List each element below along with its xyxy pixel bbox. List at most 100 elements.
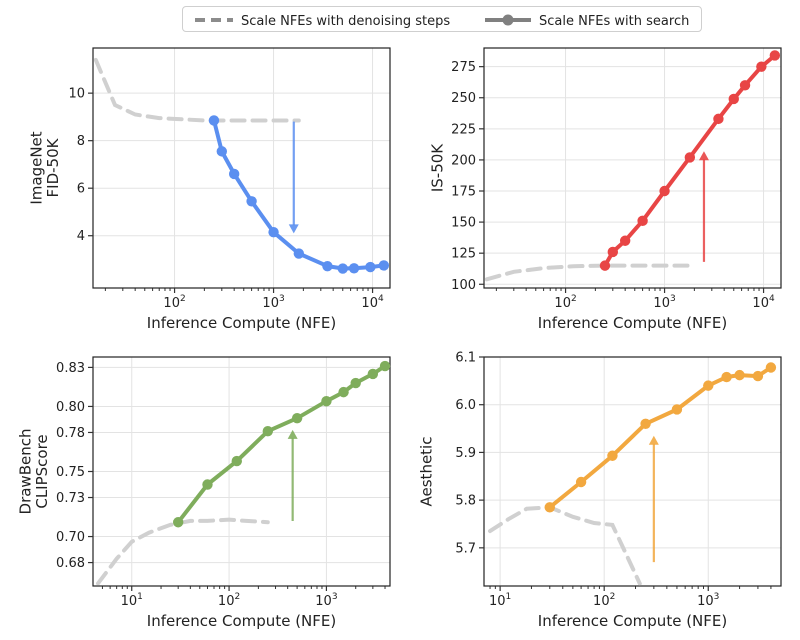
search-data-point — [575, 476, 587, 488]
baseline-series-line — [96, 517, 270, 586]
legend-marker — [502, 14, 514, 26]
search-data-point — [378, 260, 390, 271]
y-tick-label: 5.7 — [455, 541, 476, 556]
y-tick-label: 6.1 — [455, 351, 476, 366]
search-data-point — [208, 115, 220, 126]
baseline-series-line — [93, 57, 301, 123]
x-axis-label: Inference Compute (NFE) — [538, 612, 727, 630]
y-tick-label: 0.83 — [56, 361, 85, 376]
y-tick-label: 5.8 — [455, 494, 476, 509]
y-tick-label: 225 — [451, 122, 476, 137]
y-axis-label: IS-50K — [428, 143, 446, 192]
search-data-point — [228, 168, 240, 180]
search-data-point — [350, 377, 361, 389]
y-axis-label: DrawBenchCLIPScore — [17, 429, 52, 515]
search-data-point — [739, 80, 751, 91]
y-tick-label: 0.80 — [56, 400, 85, 415]
search-data-point — [671, 404, 683, 415]
search-data-point — [268, 226, 279, 238]
search-data-point — [684, 152, 696, 163]
x-tick-label: 102 — [593, 592, 615, 609]
search-data-point — [262, 425, 274, 437]
plot-frame — [483, 47, 782, 289]
panel-imagenet-fid: 102 103 104 4 6 8 10 Inference Compute (NFE) Ima… — [28, 47, 391, 332]
search-data-point — [640, 418, 651, 429]
improvement-arrow-head — [648, 435, 659, 445]
search-data-point — [659, 185, 670, 197]
panel-imagenet-is: 102 103 104 100 125 150 175 200 225 250 275 Inferen… — [428, 47, 782, 332]
y-axis-label: Aesthetic — [417, 437, 435, 507]
legend-label-search: Scale NFEs with search — [539, 14, 689, 29]
x-tick-label: 103 — [315, 592, 337, 609]
search-data-point — [338, 386, 349, 398]
search-data-point — [321, 396, 332, 407]
search-data-point — [202, 479, 213, 490]
search-data-point — [291, 412, 303, 424]
y-tick-label: 8 — [77, 134, 85, 149]
y-tick-label: 6.0 — [455, 398, 476, 413]
search-data-point — [728, 93, 739, 105]
search-data-point — [734, 369, 745, 381]
x-tick-label: 102 — [554, 294, 576, 311]
search-data-point — [752, 370, 764, 382]
panel-drawbench-clipscore: 101 102 103 0.68 0.70 0.73 0.75 0.78 0.80 0.83 Inf… — [17, 356, 391, 630]
search-data-point — [246, 196, 257, 207]
x-tick-label: 103 — [653, 294, 675, 311]
y-tick-label: 250 — [451, 91, 476, 106]
search-data-point — [721, 371, 732, 383]
plot-frame — [483, 356, 782, 587]
search-data-point — [619, 235, 631, 246]
y-tick-label: 100 — [451, 278, 476, 293]
panel-aesthetic: 101 102 103 5.7 5.8 5.9 6.0 6.1 Inference Comput… — [417, 351, 782, 630]
x-tick-label: 104 — [752, 294, 775, 311]
search-data-point — [607, 246, 619, 258]
y-tick-label: 10 — [68, 87, 85, 102]
search-data-point — [379, 360, 391, 372]
y-tick-label: 0.78 — [56, 426, 85, 441]
y-tick-label: 6 — [77, 182, 85, 197]
y-tick-label: 200 — [451, 153, 476, 168]
legend-svg: Scale NFEs with denoising steps Scale NF… — [195, 14, 689, 29]
search-series-line — [176, 364, 387, 524]
search-data-point — [599, 260, 611, 271]
x-tick-label: 103 — [697, 592, 719, 609]
y-tick-label: 125 — [451, 247, 476, 262]
search-data-point — [172, 517, 184, 528]
search-data-point — [637, 215, 648, 227]
y-tick-label: 0.68 — [56, 556, 85, 571]
x-axis-label: Inference Compute (NFE) — [147, 612, 336, 630]
improvement-arrow-head — [287, 429, 298, 439]
y-tick-label: 0.70 — [56, 530, 85, 545]
y-tick-label: 150 — [451, 216, 476, 231]
search-data-point — [322, 260, 333, 272]
x-tick-label: 103 — [262, 294, 284, 311]
search-series-line — [212, 120, 385, 271]
search-data-point — [293, 248, 305, 259]
search-data-point — [367, 368, 379, 380]
search-series-line — [548, 365, 773, 509]
baseline-series-line — [484, 263, 692, 282]
y-tick-label: 4 — [77, 229, 85, 244]
improvement-arrow-head — [698, 151, 709, 161]
y-tick-label: 175 — [451, 185, 476, 200]
baseline-series-line — [488, 505, 642, 586]
x-tick-label: 102 — [218, 592, 240, 609]
legend: Scale NFEs with denoising steps Scale NF… — [182, 6, 702, 32]
search-data-point — [337, 263, 348, 274]
y-axis-label: ImageNetFID-50K — [28, 131, 63, 204]
search-data-point — [607, 450, 618, 461]
x-axis-label: Inference Compute (NFE) — [538, 314, 727, 332]
legend-label-denoising: Scale NFEs with denoising steps — [241, 14, 450, 29]
search-data-point — [713, 113, 724, 125]
search-data-point — [544, 502, 555, 513]
search-data-point — [216, 146, 228, 157]
plot-frame — [92, 47, 391, 289]
x-tick-label: 104 — [361, 294, 384, 311]
x-tick-label: 101 — [489, 592, 511, 609]
y-tick-label: 0.73 — [56, 491, 85, 506]
improvement-arrow-head — [288, 224, 299, 234]
x-tick-label: 102 — [163, 294, 185, 311]
y-tick-label: 5.9 — [455, 446, 476, 461]
